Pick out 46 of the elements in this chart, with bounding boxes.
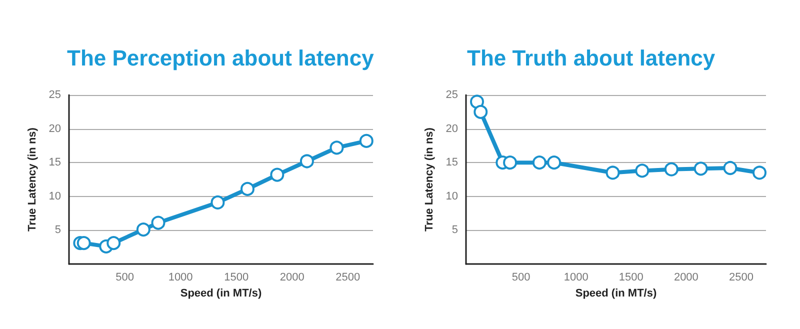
point (240, 182, 254, 196)
x-tick-label: 1000 (564, 272, 588, 284)
x-axis-title: Speed (in MT/s) (180, 287, 262, 300)
x-tick-label: 500 (512, 272, 530, 284)
y-tick-label: 25 (48, 89, 61, 101)
y-tick-label: 5 (452, 224, 458, 236)
point (635, 164, 650, 178)
y-axis-title: True Latency (in ns) (26, 127, 38, 232)
x-tick-label: 1500 (224, 272, 249, 284)
point (136, 222, 150, 237)
point (474, 104, 488, 119)
point (532, 156, 546, 170)
y-tick-label: 10 (48, 190, 61, 202)
y-tick-label: 20 (446, 122, 458, 135)
chart-title: The Perception about latency (67, 46, 375, 70)
point (270, 168, 284, 182)
point (359, 134, 374, 148)
x-tick-label: 1000 (168, 272, 193, 284)
point (503, 156, 518, 170)
y-tick-label: 10 (446, 190, 458, 202)
point (664, 162, 678, 176)
point (151, 216, 166, 230)
y-tick-label: 15 (48, 156, 61, 169)
point (210, 195, 225, 210)
point (76, 236, 91, 250)
x-axis-title: Speed (in MT/s) (575, 287, 657, 300)
point (752, 166, 767, 180)
y-tick-label: 20 (48, 122, 61, 135)
point (330, 140, 344, 155)
x-tick-label: 2500 (336, 272, 360, 284)
point (106, 236, 121, 250)
x-tick-label: 500 (116, 272, 134, 284)
y-tick-label: 5 (54, 224, 61, 236)
x-tick-label: 1500 (618, 272, 644, 284)
point (694, 162, 708, 176)
point (723, 161, 738, 176)
chart-title: The Truth about latency (467, 46, 716, 70)
point (300, 154, 314, 168)
x-tick-label: 2000 (280, 272, 304, 284)
point (606, 166, 620, 180)
point (547, 156, 562, 170)
y-tick-label: 15 (446, 156, 458, 169)
y-axis-title: True Latency (in ns) (423, 127, 436, 232)
x-tick-label: 2500 (728, 272, 754, 284)
x-tick-label: 2000 (674, 272, 698, 284)
y-tick-label: 25 (446, 89, 458, 101)
